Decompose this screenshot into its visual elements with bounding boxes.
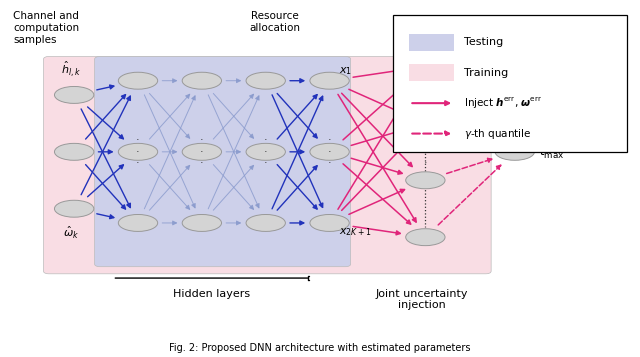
Text: ·
·
·: · · · bbox=[264, 135, 268, 169]
Text: Inject $\boldsymbol{h}^{\rm err}$, $\boldsymbol{\omega}^{\rm err}$: Inject $\boldsymbol{h}^{\rm err}$, $\bol… bbox=[464, 96, 542, 111]
Bar bbox=[410, 64, 454, 81]
Text: $x_{2K+1}$: $x_{2K+1}$ bbox=[339, 226, 372, 238]
Ellipse shape bbox=[495, 144, 534, 160]
Ellipse shape bbox=[182, 215, 221, 231]
FancyBboxPatch shape bbox=[44, 56, 491, 274]
Ellipse shape bbox=[118, 215, 157, 231]
FancyBboxPatch shape bbox=[95, 56, 351, 267]
Text: $\hat{\omega}_k$: $\hat{\omega}_k$ bbox=[63, 225, 79, 241]
Ellipse shape bbox=[182, 144, 221, 160]
Text: ·
·
·: · · · bbox=[424, 135, 427, 169]
Ellipse shape bbox=[182, 72, 221, 89]
Text: ·
·
·: · · · bbox=[200, 135, 204, 169]
Ellipse shape bbox=[118, 144, 157, 160]
Text: $\gamma$-th quantile: $\gamma$-th quantile bbox=[464, 127, 531, 141]
Ellipse shape bbox=[310, 215, 349, 231]
Text: Testing: Testing bbox=[464, 37, 503, 47]
Text: Resource
allocation: Resource allocation bbox=[250, 11, 301, 33]
Ellipse shape bbox=[246, 72, 285, 89]
Ellipse shape bbox=[406, 229, 445, 246]
Ellipse shape bbox=[246, 215, 285, 231]
Ellipse shape bbox=[310, 144, 349, 160]
Ellipse shape bbox=[54, 200, 94, 217]
Text: Channel and
computation
samples: Channel and computation samples bbox=[13, 11, 79, 45]
Text: ·
·
·: · · · bbox=[328, 135, 332, 169]
Text: ·
·
·: · · · bbox=[136, 135, 140, 169]
Ellipse shape bbox=[246, 144, 285, 160]
Ellipse shape bbox=[54, 144, 94, 160]
FancyBboxPatch shape bbox=[394, 15, 627, 152]
Text: Hidden layers: Hidden layers bbox=[173, 289, 250, 299]
Text: $x_1$: $x_1$ bbox=[339, 65, 352, 77]
Ellipse shape bbox=[54, 86, 94, 104]
Ellipse shape bbox=[406, 58, 445, 75]
Text: Training: Training bbox=[464, 68, 508, 78]
Text: Robust
delay: Robust delay bbox=[541, 79, 577, 101]
Ellipse shape bbox=[310, 72, 349, 89]
Bar bbox=[410, 34, 454, 51]
Text: $t^{\gamma}_{\rm max}$: $t^{\gamma}_{\rm max}$ bbox=[539, 143, 564, 161]
Text: Joint uncertainty
injection: Joint uncertainty injection bbox=[376, 289, 468, 310]
Text: $\hat{h}_{l,k}$: $\hat{h}_{l,k}$ bbox=[61, 59, 81, 79]
Ellipse shape bbox=[118, 72, 157, 89]
Ellipse shape bbox=[406, 172, 445, 189]
Text: Fig. 2: Proposed DNN architecture with estimated parameters: Fig. 2: Proposed DNN architecture with e… bbox=[169, 343, 471, 353]
Ellipse shape bbox=[406, 115, 445, 132]
